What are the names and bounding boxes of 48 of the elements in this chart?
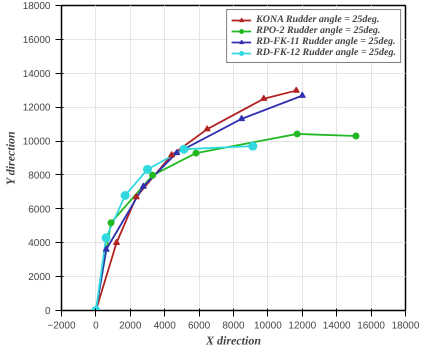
point [352, 132, 360, 140]
point [238, 114, 246, 122]
legend-label: KONA Rudder angle = 25deg. [256, 14, 380, 25]
x-tick-label: −2000 [47, 320, 76, 332]
point [102, 246, 110, 252]
legend-label: RPO-2 Rudder angle = 25deg. [256, 25, 380, 36]
y-tick-label: 8000 [28, 170, 51, 182]
y-tick-label: 4000 [28, 238, 51, 250]
x-axis-title: X direction [205, 334, 262, 348]
point [108, 219, 115, 226]
point [168, 151, 176, 158]
x-tick-label: 6000 [188, 320, 211, 332]
x-tick-label: 14000 [322, 320, 352, 332]
x-tick-label: 16000 [357, 320, 386, 332]
point [192, 150, 200, 157]
y-tick-label: 18000 [22, 1, 51, 12]
x-tick-label: 2000 [119, 320, 142, 332]
y-tick-label: 12000 [22, 102, 51, 114]
y-tick-label: 16000 [22, 34, 51, 46]
point [260, 94, 268, 101]
point [298, 92, 306, 98]
point [292, 86, 300, 93]
x-tick-label: 0 [93, 320, 100, 332]
y-tick-label: 14000 [22, 68, 51, 80]
y-tick-label: 6000 [28, 204, 51, 216]
x-tick-label: 18000 [392, 320, 420, 332]
y-tick-label: 0 [44, 306, 51, 317]
x-tick-label: 4000 [154, 320, 176, 332]
x-tick-label: 10000 [254, 320, 282, 332]
point [149, 172, 156, 179]
y-tick-label: 2000 [28, 272, 51, 284]
point [102, 233, 111, 242]
point [120, 190, 130, 200]
point [113, 238, 120, 245]
point [143, 164, 152, 174]
x-tick-label: 8000 [222, 320, 246, 332]
y-axis-title: Y direction [4, 130, 18, 186]
legend-label: RD-FK-12 Rudder angle = 25deg. [256, 47, 396, 58]
point [248, 142, 258, 151]
point [173, 148, 180, 156]
point [204, 125, 211, 132]
y-tick-label: 10000 [22, 136, 51, 148]
point [179, 144, 188, 154]
point [140, 182, 147, 189]
point [294, 130, 301, 138]
legend-label: RD-FK-11 Rudder angle = 25deg. [256, 36, 396, 47]
x-tick-label: 12000 [288, 320, 317, 332]
point [132, 193, 140, 200]
